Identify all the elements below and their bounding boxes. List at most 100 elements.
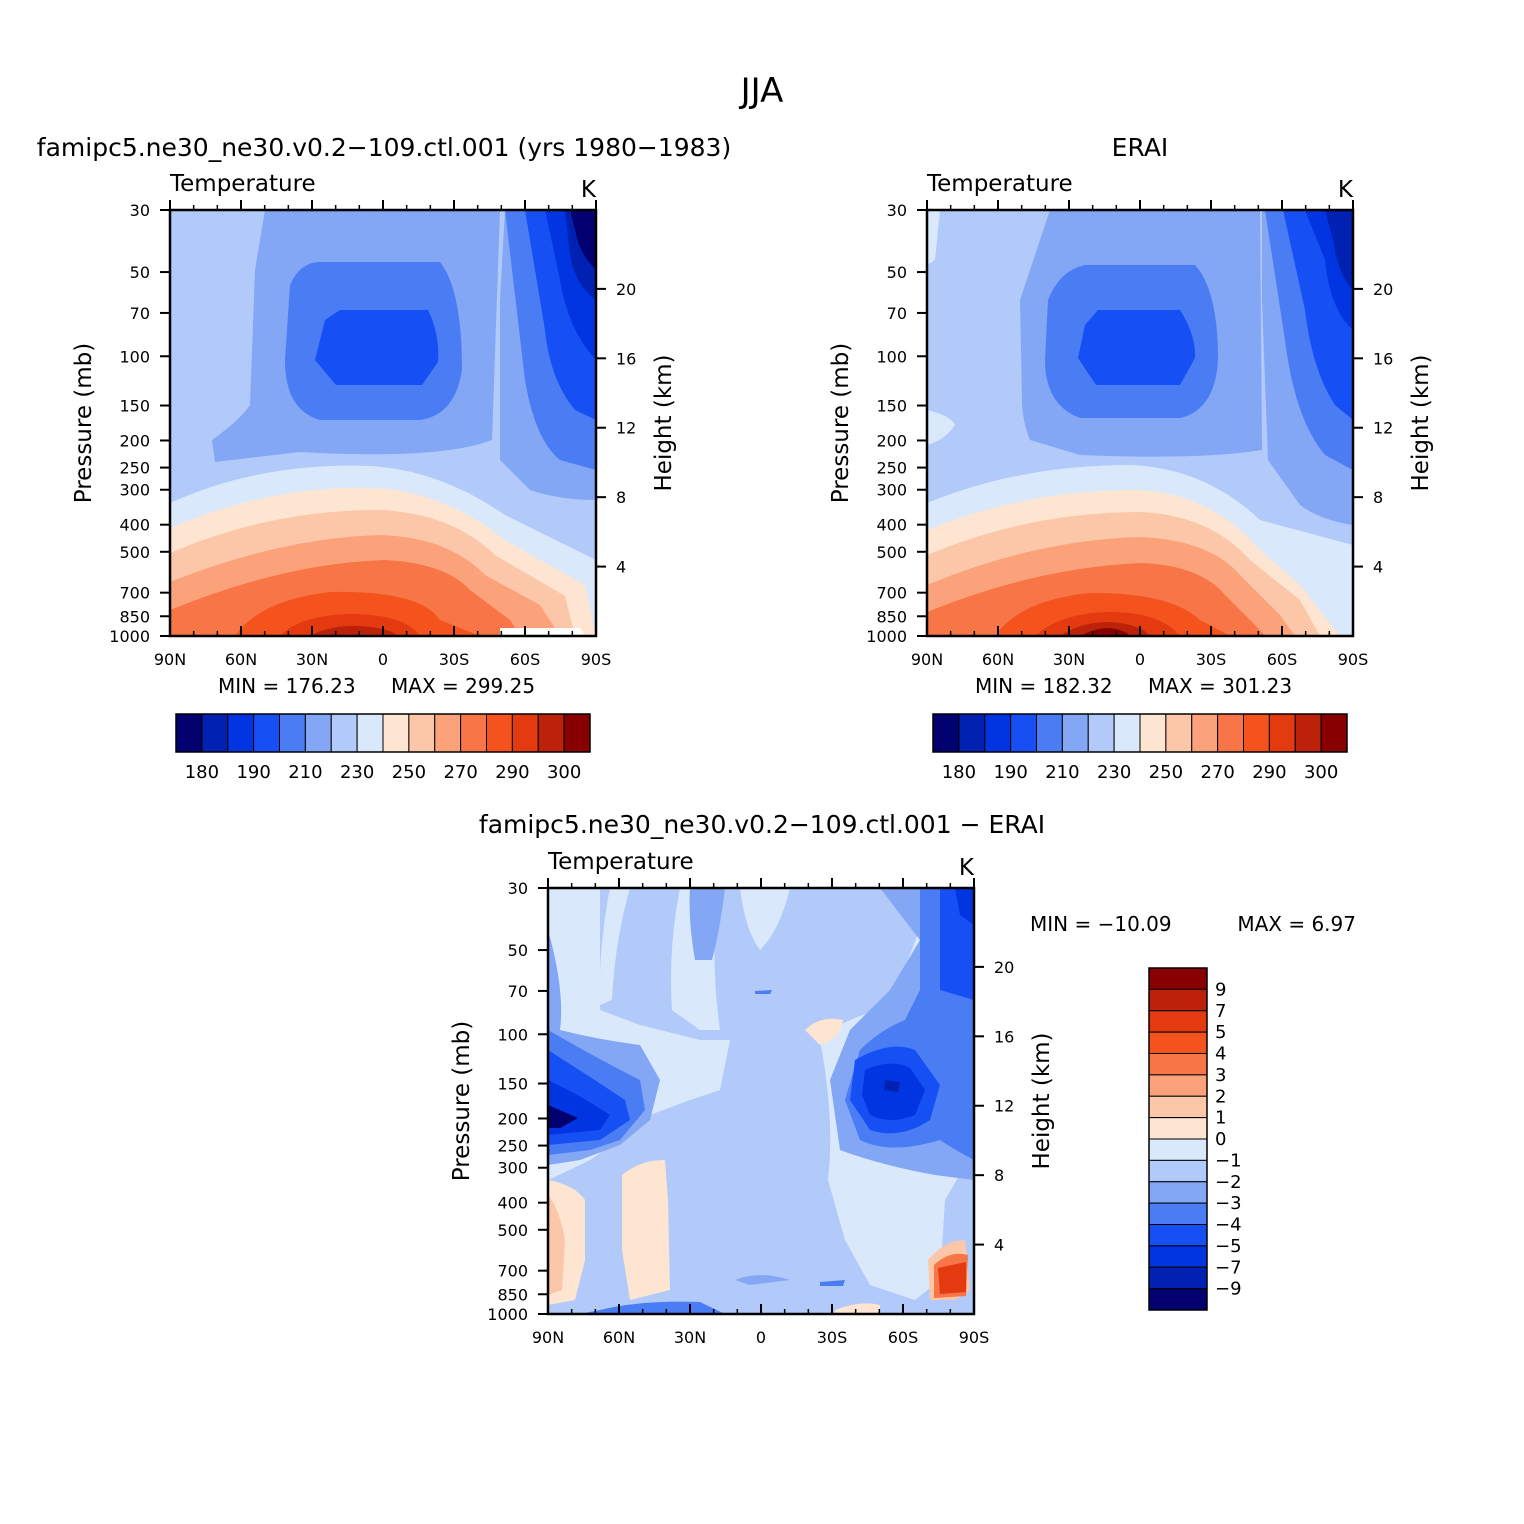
contour-band bbox=[835, 1303, 880, 1314]
colorbar-swatch bbox=[984, 713, 1012, 753]
y-tick-label: 70 bbox=[887, 304, 907, 323]
colorbar-swatch bbox=[1320, 713, 1348, 753]
contour-band bbox=[1078, 310, 1196, 385]
y-axis-label-right: Height (km) bbox=[651, 354, 677, 491]
colorbar-label: 2 bbox=[1215, 1086, 1226, 1107]
x-tick-label: 90S bbox=[959, 1328, 990, 1347]
x-tick-label: 60S bbox=[1267, 650, 1298, 669]
colorbar-swatch bbox=[356, 713, 384, 753]
colorbar-swatch bbox=[1268, 713, 1296, 753]
contour-band bbox=[735, 1275, 790, 1285]
colorbar-swatch bbox=[958, 713, 986, 753]
contour-band bbox=[310, 625, 398, 636]
contour-band bbox=[548, 1195, 565, 1295]
y-tick-label: 70 bbox=[508, 982, 528, 1001]
colorbar-swatch bbox=[1148, 1095, 1208, 1119]
colorbar-swatch bbox=[175, 713, 203, 753]
x-tick-label: 30S bbox=[1196, 650, 1227, 669]
colorbar-label: 290 bbox=[1252, 762, 1286, 783]
contour-band bbox=[599, 888, 630, 1005]
x-tick-label: 30N bbox=[1053, 650, 1085, 669]
y-tick-label: 1000 bbox=[487, 1305, 528, 1324]
colorbar-swatch bbox=[1036, 713, 1063, 753]
y-tick-label: 50 bbox=[130, 263, 150, 282]
colorbar-label: 230 bbox=[340, 762, 374, 783]
y-axis-label-right: Height (km) bbox=[1029, 1032, 1055, 1169]
x-tick-label: 0 bbox=[1135, 650, 1145, 669]
panel-title: ERAI bbox=[1112, 133, 1169, 162]
height-tick-label: 4 bbox=[616, 558, 626, 577]
colorbar-swatch bbox=[486, 713, 513, 753]
contour-band bbox=[548, 1105, 578, 1128]
y-tick-label: 30 bbox=[130, 201, 150, 220]
y-tick-label: 100 bbox=[497, 1025, 528, 1044]
colorbar-label: −3 bbox=[1215, 1193, 1242, 1214]
colorbar-label: 180 bbox=[185, 762, 219, 783]
colorbar-swatch bbox=[1148, 1288, 1208, 1311]
contour-field bbox=[170, 210, 596, 636]
colorbar-label: −5 bbox=[1215, 1236, 1242, 1257]
y-tick-label: 100 bbox=[119, 347, 150, 366]
y-tick-label: 150 bbox=[876, 397, 907, 416]
max-label: MAX = 6.97 bbox=[1237, 912, 1356, 936]
colorbar-swatch bbox=[201, 713, 229, 753]
x-tick-label: 60N bbox=[225, 650, 257, 669]
min-label: MIN = 176.23 bbox=[218, 674, 356, 698]
colorbar-swatch bbox=[460, 713, 487, 753]
contour-band bbox=[315, 310, 439, 385]
x-tick-label: 30N bbox=[674, 1328, 706, 1347]
contour-field bbox=[927, 210, 1353, 636]
x-tick-label: 0 bbox=[378, 650, 388, 669]
y-axis-label: Pressure (mb) bbox=[449, 1021, 475, 1181]
colorbar-label: 230 bbox=[1097, 762, 1131, 783]
colorbar-label: 270 bbox=[1200, 762, 1234, 783]
y-tick-label: 50 bbox=[508, 941, 528, 960]
x-tick-label: 30S bbox=[439, 650, 470, 669]
y-tick-label: 300 bbox=[876, 481, 907, 500]
y-tick-label: 500 bbox=[876, 543, 907, 562]
y-tick-label: 400 bbox=[119, 516, 150, 535]
x-tick-label: 90N bbox=[532, 1328, 564, 1347]
colorbar-swatch bbox=[434, 713, 462, 753]
colorbar-label: 190 bbox=[236, 762, 270, 783]
y-tick-label: 50 bbox=[887, 263, 907, 282]
y-tick-label: 30 bbox=[887, 201, 907, 220]
colorbar-swatch bbox=[1165, 713, 1193, 753]
colorbar-swatch bbox=[1139, 713, 1167, 753]
height-tick-label: 16 bbox=[1373, 349, 1393, 368]
colorbar-swatch bbox=[1087, 713, 1115, 753]
units-label: K bbox=[959, 855, 975, 881]
max-label: MAX = 299.25 bbox=[391, 674, 535, 698]
y-tick-label: 250 bbox=[497, 1137, 528, 1156]
height-tick-label: 12 bbox=[1373, 419, 1393, 438]
colorbar-label: 7 bbox=[1215, 1001, 1226, 1022]
colorbar-label: 250 bbox=[1149, 762, 1183, 783]
y-tick-label: 30 bbox=[508, 879, 528, 898]
units-label: K bbox=[1338, 177, 1354, 203]
colorbar-swatch bbox=[1243, 713, 1270, 753]
contour-band bbox=[622, 1160, 670, 1300]
colorbar-swatch bbox=[1148, 1224, 1208, 1247]
y-tick-label: 250 bbox=[876, 459, 907, 478]
colorbar-frame bbox=[175, 713, 591, 753]
height-tick-label: 16 bbox=[616, 349, 636, 368]
colorbar-swatch bbox=[1148, 1031, 1208, 1054]
y-tick-label: 400 bbox=[497, 1194, 528, 1213]
height-tick-label: 4 bbox=[994, 1236, 1004, 1255]
colorbar-swatch bbox=[1148, 967, 1208, 990]
height-tick-label: 12 bbox=[616, 419, 636, 438]
panel-diff: famipc5.ne30_ne30.v0.2−109.ctl.001 − ERA… bbox=[449, 810, 1356, 1347]
colorbar-swatch bbox=[1113, 713, 1141, 753]
height-tick-label: 8 bbox=[1373, 488, 1383, 507]
x-tick-label: 60S bbox=[510, 650, 541, 669]
colorbar-swatch bbox=[1148, 1245, 1208, 1268]
colorbar-label: 210 bbox=[288, 762, 322, 783]
colorbar-swatch bbox=[408, 713, 436, 753]
y-tick-label: 700 bbox=[497, 1262, 528, 1281]
colorbar-label: −1 bbox=[1215, 1150, 1242, 1171]
x-tick-label: 60N bbox=[603, 1328, 635, 1347]
panel-model: famipc5.ne30_ne30.v0.2−109.ctl.001 (yrs … bbox=[37, 133, 731, 783]
min-label: MIN = −10.09 bbox=[1030, 912, 1172, 936]
colorbar-label: −4 bbox=[1215, 1215, 1242, 1236]
